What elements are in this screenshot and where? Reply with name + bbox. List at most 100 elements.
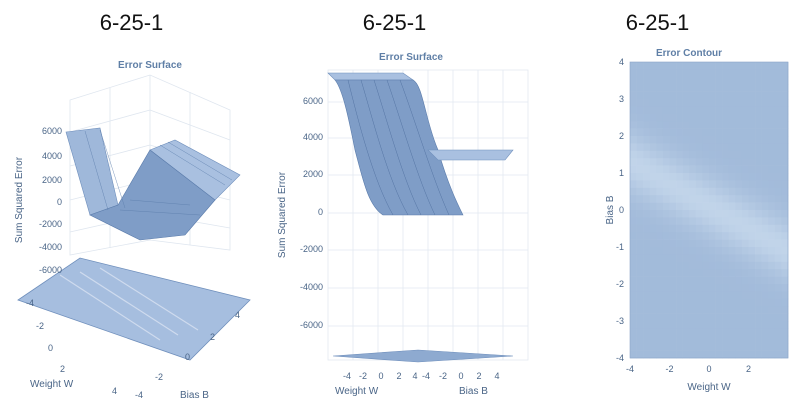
heatmap-cell: [755, 306, 762, 314]
heatmap-cell: [748, 313, 756, 322]
heatmap-cell: [755, 261, 762, 270]
x-axis-label: Weight W: [335, 386, 379, 397]
heatmap-cell: [682, 150, 690, 159]
heatmap-cell: [709, 269, 716, 277]
heatmap-cell: [676, 128, 683, 137]
heatmap-cell: [748, 328, 756, 337]
heatmap-cell: [715, 113, 723, 122]
heatmap-cell: [761, 113, 769, 122]
heatmap-cell: [636, 328, 644, 337]
y-tick-label: 2: [210, 332, 215, 342]
heatmap-cell: [715, 247, 723, 255]
heatmap-cell: [741, 106, 749, 115]
heatmap-cell: [781, 136, 789, 144]
floor-contour-lines: [59, 267, 199, 341]
heatmap-cell: [755, 158, 762, 166]
heatmap-cell: [761, 247, 769, 255]
heatmap-cell: [695, 91, 703, 100]
heatmap-cell: [702, 136, 710, 144]
heatmap-cell: [735, 335, 743, 344]
heatmap-cell: [761, 239, 769, 248]
heatmap-cell: [755, 136, 762, 144]
heatmap-cell: [735, 195, 743, 203]
heatmap-cell: [728, 158, 736, 166]
heatmap-cell: [682, 224, 690, 233]
heatmap-cell: [761, 224, 769, 233]
heatmap-cell: [715, 217, 723, 226]
heatmap-cell: [761, 269, 769, 277]
heatmap-cell: [669, 247, 677, 255]
chart-title: Error Contour: [656, 48, 722, 59]
heatmap-cell: [709, 306, 716, 314]
heatmap-cell: [649, 350, 657, 359]
heatmap-cell: [741, 224, 749, 233]
heatmap-cell: [768, 84, 776, 92]
heatmap-cell: [682, 121, 690, 129]
y-tick-label: -4: [422, 371, 430, 381]
heatmap-cell: [630, 187, 637, 196]
heatmap-cell: [722, 106, 730, 115]
heatmap-cell: [741, 91, 749, 100]
heatmap-cell: [755, 210, 762, 218]
heatmap-cell: [643, 143, 651, 152]
heatmap-cell: [636, 150, 644, 159]
heatmap-cell: [662, 150, 670, 159]
heatmap-cell: [702, 202, 710, 211]
heatmap-cell: [695, 121, 703, 129]
heatmap-cell: [741, 254, 749, 263]
heatmap-cell: [669, 62, 677, 70]
heatmap-cell: [676, 284, 683, 292]
heatmap-cell: [715, 187, 723, 196]
heatmap-cell: [656, 173, 664, 181]
heatmap-cell: [768, 261, 776, 270]
heatmap-cell: [781, 173, 789, 181]
y-axis-label: Bias B: [180, 390, 209, 401]
heatmap-cell: [755, 76, 762, 85]
heatmap-cell: [643, 239, 651, 248]
heatmap-cell: [682, 165, 690, 174]
surface-plateau-top: [327, 72, 414, 81]
heatmap-cell: [768, 195, 776, 203]
heatmap-cell: [636, 276, 644, 285]
heatmap-cell: [695, 335, 703, 344]
heatmap-cell: [702, 276, 710, 285]
heatmap-cell: [669, 76, 677, 85]
heatmap-cell: [735, 210, 743, 218]
heatmap-cell: [741, 261, 749, 270]
heatmap-cell: [768, 313, 776, 322]
heatmap-cell: [755, 99, 762, 107]
heatmap-cell: [702, 121, 710, 129]
heatmap-cell: [781, 143, 789, 152]
heatmap-cell: [748, 69, 756, 78]
heatmap-cell: [695, 291, 703, 300]
heatmap-cell: [768, 224, 776, 233]
heatmap-cell: [656, 69, 664, 78]
heatmap-cell: [781, 99, 789, 107]
z-tick-label: 2000: [42, 175, 62, 185]
heatmap-cell: [748, 202, 756, 211]
heatmap-cell: [682, 173, 690, 181]
heatmap-cell: [709, 62, 716, 70]
heatmap-cell: [689, 217, 697, 226]
heatmap-cell: [643, 217, 651, 226]
heatmap-cell: [761, 69, 769, 78]
heatmap-cell: [715, 239, 723, 248]
heatmap-cell: [643, 313, 651, 322]
heatmap-cell: [662, 143, 670, 152]
heatmap-cell: [728, 350, 736, 359]
heatmap-cell: [643, 99, 651, 107]
heatmap-cell: [662, 217, 670, 226]
heatmap-cell: [755, 284, 762, 292]
heatmap-cell: [702, 165, 710, 174]
x-tick-label: 2: [396, 371, 401, 381]
heatmap-cell: [669, 291, 677, 300]
heatmap-cell: [656, 187, 664, 196]
heatmap-cell: [728, 328, 736, 337]
heatmap-cell: [702, 232, 710, 240]
heatmap-cell: [636, 298, 644, 307]
heatmap-cell: [643, 91, 651, 100]
heatmap-cell: [630, 69, 637, 78]
heatmap-cell: [774, 306, 782, 314]
heatmap-cell: [728, 121, 736, 129]
heatmap-cell: [662, 69, 670, 78]
